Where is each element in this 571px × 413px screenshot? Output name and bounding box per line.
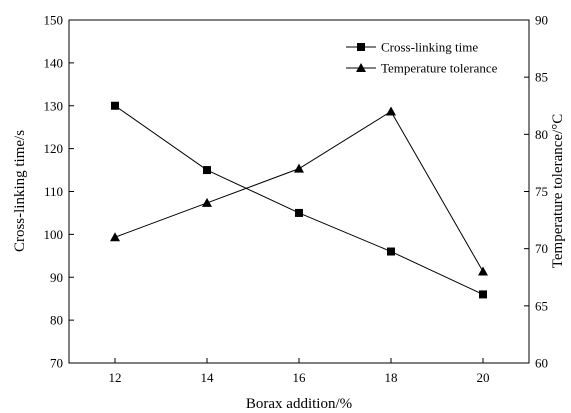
y2-tick-label: 80 [535,127,548,142]
crosslinking-time-point [111,101,119,110]
y2-tick-label: 70 [535,241,548,256]
y-tick-label: 90 [50,270,63,285]
y-tick-label: 140 [44,55,64,70]
temperature-tolerance-point [294,163,304,173]
legend: Cross-linking time Temperature tolerance [346,40,498,76]
y-axis-title: Cross-linking time/s [12,130,28,252]
x-axis-title: Borax addition/% [246,396,352,412]
y-tick-label: 80 [50,313,63,328]
y2-axis-ticks: 60 65 70 75 80 85 90 [524,13,548,371]
crosslinking-time-point [295,208,303,217]
temperature-tolerance-point [386,106,396,116]
crosslinking-time-point [479,290,487,299]
x-tick-label: 14 [201,370,215,385]
y-tick-label: 130 [44,98,64,113]
legend-label-temperature-tolerance: Temperature tolerance [381,61,498,76]
y-tick-label: 100 [44,227,64,242]
series-layer [110,101,488,299]
temperature-tolerance-point [478,266,488,276]
x-tick-label: 20 [477,370,490,385]
crosslinking-time-point [387,247,395,256]
temperature-tolerance-point [110,232,120,242]
y-tick-label: 110 [44,184,63,199]
y-tick-label: 120 [44,141,64,156]
y2-tick-label: 85 [535,70,548,85]
y-tick-label: 150 [44,13,64,28]
y2-tick-label: 60 [535,356,548,371]
temperature-tolerance-point [202,197,212,207]
y2-axis-title: Temperature tolerance/°C [550,114,566,268]
legend-marker-crosslinking-time [357,43,365,51]
x-axis-ticks: 12 14 16 18 20 [109,358,490,385]
legend-marker-temperature-tolerance [356,63,366,72]
y2-tick-label: 65 [535,298,548,313]
temperature-tolerance-line [114,110,484,272]
crosslinking-time-line [114,105,484,295]
y2-tick-label: 90 [535,13,548,28]
y2-tick-label: 75 [535,184,548,199]
legend-label-crosslinking-time: Cross-linking time [381,40,478,55]
x-tick-label: 18 [385,370,398,385]
x-tick-label: 16 [293,370,307,385]
y-axis-ticks: 70 80 90 100 110 120 130 140 150 [44,13,74,371]
x-tick-label: 12 [109,370,122,385]
crosslinking-time-point [203,166,211,175]
y-tick-label: 70 [50,356,63,371]
